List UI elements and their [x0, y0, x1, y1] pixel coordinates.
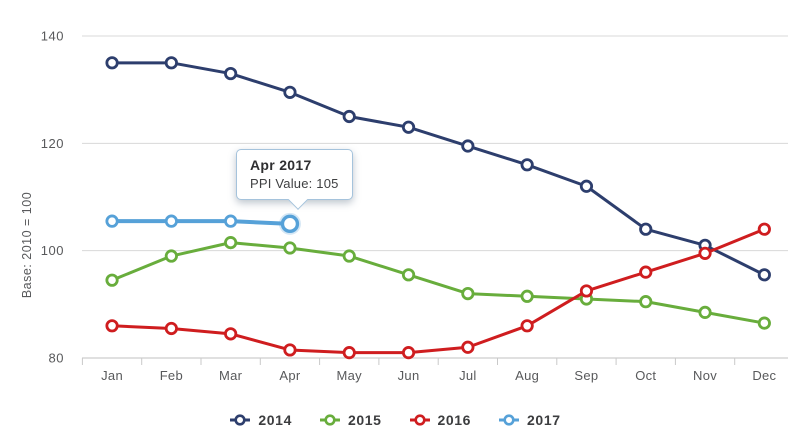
tooltip: Apr 2017 PPI Value: 105 [236, 149, 353, 210]
data-point-2015-Jan[interactable] [105, 273, 119, 287]
data-point-2015-Dec[interactable] [757, 316, 771, 330]
data-point-2014-Jan[interactable] [105, 56, 119, 70]
data-point-2017-Jan[interactable] [105, 214, 119, 228]
data-point-2014-Jun[interactable] [401, 120, 416, 134]
x-tick-label: Jun [398, 368, 420, 383]
legend-item-2014[interactable]: 2014 [229, 412, 292, 428]
x-tick-label: Feb [160, 368, 183, 383]
ppi-line-chart: 140 120 100 80 Jan Feb Mar Apr May Jun Jul Aug Sep Oc… [41, 29, 788, 383]
data-point-2014-Jul[interactable] [461, 139, 475, 153]
data-point-2015-Feb[interactable] [164, 249, 178, 263]
legend-item-2017[interactable]: 2017 [498, 412, 561, 428]
data-point-2014-Apr[interactable] [283, 85, 297, 99]
series-line-2017 [112, 219, 291, 226]
data-point-2015-Mar[interactable] [224, 236, 238, 250]
legend: 2014 2015 2016 2017 [0, 412, 790, 428]
y-tick-label: 140 [41, 29, 64, 44]
data-point-2015-Apr[interactable] [283, 241, 297, 255]
legend-marker-icon [409, 414, 430, 426]
data-point-2017-Apr[interactable] [280, 214, 300, 234]
data-point-2015-Nov[interactable] [698, 305, 712, 319]
legend-item-2015[interactable]: 2015 [319, 412, 382, 428]
x-tick-label: Aug [515, 368, 539, 383]
x-tick-label: Dec [752, 368, 776, 383]
legend-marker-icon [230, 414, 251, 426]
data-point-2014-Oct[interactable] [639, 222, 653, 236]
data-point-2014-Mar[interactable] [224, 66, 238, 81]
legend-marker-icon [499, 414, 520, 426]
x-tick-label: Oct [635, 368, 656, 383]
legend-label: 2017 [527, 412, 561, 428]
data-point-2017-Feb[interactable] [164, 214, 178, 228]
x-tick-label: May [337, 368, 363, 383]
tooltip-value: PPI Value: 105 [250, 176, 339, 191]
data-point-2016-Jun[interactable] [401, 346, 416, 360]
y-tick-label: 80 [49, 351, 64, 366]
data-point-2016-Jan[interactable] [105, 319, 119, 333]
data-point-2014-Sep[interactable] [579, 179, 594, 193]
data-point-2016-Dec[interactable] [757, 222, 771, 236]
data-point-2016-Mar[interactable] [224, 327, 238, 341]
data-point-2016-Nov[interactable] [698, 246, 712, 260]
data-point-2014-Aug[interactable] [520, 158, 534, 172]
data-point-2016-Aug[interactable] [520, 319, 534, 333]
data-point-2016-Sep[interactable] [579, 284, 594, 298]
x-tick-label: Mar [219, 368, 243, 383]
legend-item-2016[interactable]: 2016 [409, 412, 472, 428]
x-tick-label: Sep [574, 368, 598, 383]
data-point-2014-May[interactable] [342, 109, 356, 124]
data-point-2015-May[interactable] [342, 249, 356, 263]
data-point-2016-Apr[interactable] [283, 343, 297, 357]
data-point-2015-Oct[interactable] [639, 295, 653, 309]
legend-marker-icon [319, 414, 340, 426]
data-point-2015-Jul[interactable] [461, 286, 475, 301]
x-tick-label: Jul [459, 368, 477, 383]
data-point-2015-Jun[interactable] [401, 268, 416, 282]
data-point-2016-Oct[interactable] [639, 265, 653, 279]
series-line-2015 [111, 241, 765, 325]
series-line-2014 [112, 61, 766, 277]
legend-label: 2016 [437, 412, 472, 428]
data-point-2014-Dec[interactable] [757, 268, 771, 282]
tooltip-title: Apr 2017 [250, 157, 312, 173]
y-tick-label: 100 [41, 243, 64, 258]
x-tick-label: Apr [279, 368, 301, 383]
legend-label: 2015 [347, 412, 382, 428]
y-tick-label: 120 [41, 136, 64, 151]
x-tick-label: Nov [693, 368, 717, 383]
data-point-2016-Jul[interactable] [461, 340, 475, 354]
series-line-2016 [111, 227, 765, 355]
legend-label: 2014 [258, 412, 292, 428]
data-point-2016-May[interactable] [342, 346, 356, 360]
data-point-2015-Aug[interactable] [520, 289, 534, 303]
data-point-2016-Feb[interactable] [164, 321, 178, 336]
data-point-2017-Mar[interactable] [224, 214, 238, 228]
x-tick-label: Jan [101, 368, 123, 383]
data-point-2014-Feb[interactable] [164, 56, 178, 70]
y-axis-title: Base: 2010 = 100 [20, 191, 34, 299]
